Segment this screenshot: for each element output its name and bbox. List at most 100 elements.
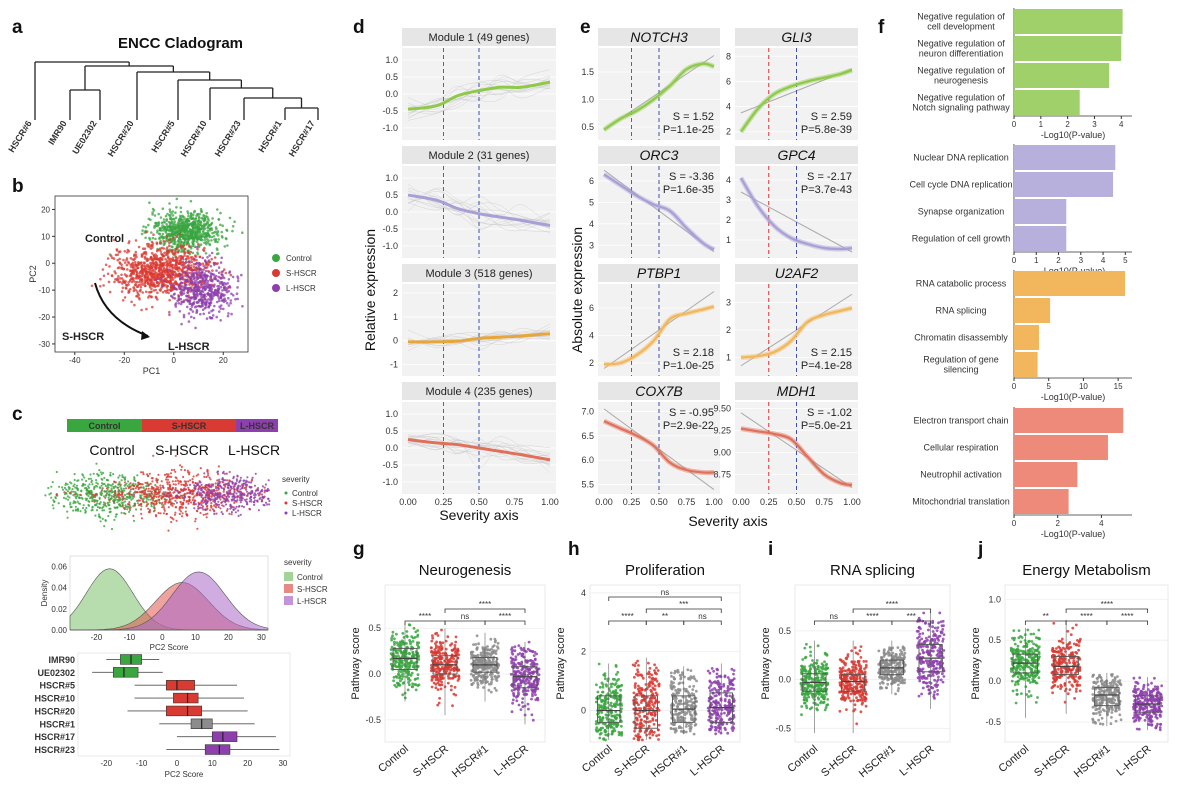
scatter-point xyxy=(139,283,142,287)
scatter-point xyxy=(145,257,149,260)
swarm-point xyxy=(98,506,101,509)
severity-bar-segment xyxy=(142,419,236,432)
y-tick-label: 10 xyxy=(41,232,50,241)
pathway-point xyxy=(482,657,485,661)
swarm-point xyxy=(98,469,101,472)
scatter-point xyxy=(158,248,161,252)
swarm-point xyxy=(112,487,115,490)
x-tick-label: 0.50 xyxy=(650,497,668,507)
pathway-point xyxy=(438,696,441,700)
enrichment-term-label: neurogenesis xyxy=(934,76,989,86)
scatter-point xyxy=(213,304,216,308)
swarm-point xyxy=(179,510,182,513)
swarm-point xyxy=(132,519,136,523)
swarm-point xyxy=(222,500,225,503)
scatter-point xyxy=(155,241,159,244)
swarm-point xyxy=(130,498,133,501)
pathway-point xyxy=(430,639,434,643)
scatter-point xyxy=(151,246,154,249)
scatter-point xyxy=(219,296,223,300)
scatter-point xyxy=(187,295,190,299)
cladogram-title: ENCC Cladogram xyxy=(118,35,243,52)
swarm-point xyxy=(106,479,109,482)
scatter-point xyxy=(152,233,155,236)
swarm-point xyxy=(197,507,200,510)
swarm-point xyxy=(213,494,216,497)
scatter-point xyxy=(224,271,228,275)
swarm-point xyxy=(123,481,127,484)
enrichment-bar xyxy=(1014,408,1124,433)
pathway-point xyxy=(434,642,437,645)
y-tick-label: -1.0 xyxy=(382,241,398,251)
swarm-point xyxy=(100,493,103,496)
scatter-point xyxy=(203,266,207,270)
swarm-point xyxy=(74,501,77,504)
y-tick-label: -0.5 xyxy=(382,224,398,234)
scatter-point xyxy=(225,229,229,232)
swarm-point xyxy=(168,500,171,504)
scatter-point xyxy=(179,302,183,306)
scatter-point xyxy=(211,217,214,220)
enrichment-term-label: Notch signaling pathway xyxy=(912,103,1010,113)
scatter-point xyxy=(213,256,217,259)
y-tick-label: 1 xyxy=(726,235,731,245)
scatter-point xyxy=(219,319,222,322)
scatter-point xyxy=(122,267,126,271)
swarm-point xyxy=(238,490,241,493)
scatter-point xyxy=(189,307,192,311)
scatter-point xyxy=(185,257,188,261)
scatter-point xyxy=(159,239,162,243)
scatter-point xyxy=(99,284,102,288)
scatter-point xyxy=(208,316,212,319)
scatter-point xyxy=(235,292,239,296)
scatter-point xyxy=(179,232,182,236)
swarm-point xyxy=(205,475,208,479)
pathway-point xyxy=(416,677,420,680)
gene-title: MDH1 xyxy=(777,383,817,399)
density-y-tick-label: 0.06 xyxy=(51,563,67,572)
scatter-point xyxy=(144,236,147,240)
swarm-point xyxy=(152,510,156,513)
swarm-point xyxy=(136,491,139,494)
scatter-point xyxy=(163,225,166,229)
enrichment-term-label: cell development xyxy=(927,22,995,32)
scatter-point xyxy=(143,267,147,271)
scatter-point xyxy=(104,263,108,267)
pathway-point xyxy=(451,704,454,708)
swarm-point xyxy=(178,512,181,516)
pathway-point xyxy=(394,665,398,668)
x-tick-label: -40 xyxy=(69,356,81,365)
swarm-point xyxy=(199,511,202,515)
swarm-point xyxy=(233,488,236,491)
pathway-point xyxy=(517,662,521,665)
pathway-point xyxy=(411,640,415,643)
swarm-point xyxy=(69,481,72,484)
scatter-point xyxy=(185,243,188,246)
scatter-point xyxy=(197,226,201,229)
pathway-point xyxy=(391,630,395,634)
scatter-point xyxy=(180,300,183,304)
scatter-point xyxy=(180,322,183,326)
swarm-point xyxy=(260,500,263,503)
density-legend-swatch xyxy=(284,584,293,593)
scatter-point xyxy=(164,253,167,257)
swarm-point xyxy=(109,471,112,474)
scatter-point xyxy=(177,295,180,299)
swarm-point xyxy=(118,490,121,493)
scatter-point xyxy=(173,252,177,256)
pathway-point xyxy=(475,648,479,651)
swarm-point xyxy=(71,488,74,491)
scatter-point xyxy=(183,223,187,226)
swarm-point xyxy=(182,488,185,491)
scatter-point xyxy=(171,263,175,267)
scatter-point xyxy=(161,232,165,236)
enrichment-term-label: RNA splicing xyxy=(935,306,986,316)
pathway-point xyxy=(485,651,489,655)
scatter-point xyxy=(192,281,195,284)
swarm-point xyxy=(142,473,145,476)
swarm-point xyxy=(200,483,203,486)
pathway-point xyxy=(395,632,398,636)
swarm-point xyxy=(246,476,249,479)
swarm-point xyxy=(110,527,114,531)
